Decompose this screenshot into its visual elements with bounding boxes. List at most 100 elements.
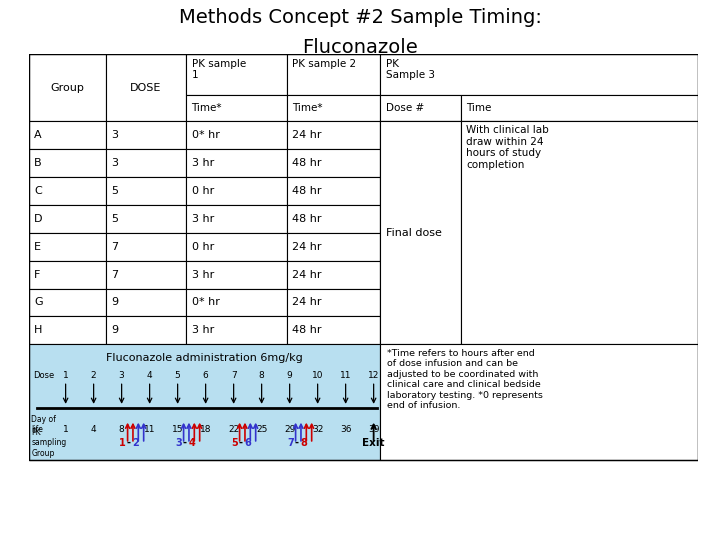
Text: PK sample 2: PK sample 2 <box>292 59 356 69</box>
Text: 24 hr: 24 hr <box>292 242 321 252</box>
Text: 3: 3 <box>111 158 118 168</box>
Bar <box>106 149 186 177</box>
Text: 5: 5 <box>111 214 118 224</box>
Text: 7: 7 <box>287 438 294 448</box>
Text: 8: 8 <box>300 438 307 448</box>
Bar <box>29 316 106 345</box>
Text: Time: Time <box>466 103 492 113</box>
Bar <box>287 95 380 122</box>
Text: With clinical lab
draw within 24
hours of study
completion: With clinical lab draw within 24 hours o… <box>466 125 549 170</box>
Text: Final dose: Final dose <box>386 228 441 238</box>
Bar <box>380 316 461 345</box>
Bar <box>106 54 186 122</box>
Bar <box>461 122 698 345</box>
Text: PK
Sample 3: PK Sample 3 <box>386 59 435 80</box>
Text: D: D <box>34 214 42 224</box>
Bar <box>186 54 287 95</box>
Text: -: - <box>295 438 299 448</box>
Bar <box>287 288 380 316</box>
Bar <box>106 205 186 233</box>
Text: B: B <box>34 158 42 168</box>
Text: 11: 11 <box>340 371 351 380</box>
Bar <box>29 233 106 261</box>
Text: Time*: Time* <box>192 103 222 113</box>
Bar <box>287 261 380 288</box>
Text: Time*: Time* <box>292 103 323 113</box>
Text: Dose: Dose <box>34 371 55 380</box>
Text: 5: 5 <box>231 438 238 448</box>
Bar <box>106 177 186 205</box>
Bar <box>186 149 287 177</box>
Bar <box>186 205 287 233</box>
Text: 3 hr: 3 hr <box>192 158 214 168</box>
Text: H: H <box>34 325 42 335</box>
Text: 39: 39 <box>368 425 379 434</box>
Bar <box>29 288 106 316</box>
Text: E: E <box>34 242 41 252</box>
Bar <box>29 177 106 205</box>
Text: -: - <box>239 438 243 448</box>
Bar <box>287 149 380 177</box>
Bar <box>106 122 186 149</box>
Text: 48 hr: 48 hr <box>292 214 321 224</box>
Bar <box>29 261 106 288</box>
Bar <box>186 233 287 261</box>
Text: 4: 4 <box>91 425 96 434</box>
Bar <box>380 205 461 233</box>
Bar <box>380 345 698 460</box>
Bar <box>461 316 698 345</box>
Text: F: F <box>34 269 40 280</box>
Bar <box>186 316 287 345</box>
Bar <box>461 261 698 288</box>
Text: 9: 9 <box>111 325 118 335</box>
Bar <box>461 233 698 261</box>
Text: 15: 15 <box>172 425 184 434</box>
Text: *Time refers to hours after end
of dose infusion and can be
adjusted to be coord: *Time refers to hours after end of dose … <box>387 349 543 410</box>
Bar <box>380 288 461 316</box>
Text: 5: 5 <box>175 371 181 380</box>
Bar <box>461 288 698 316</box>
Text: 7: 7 <box>111 269 118 280</box>
Text: 1: 1 <box>63 425 68 434</box>
Text: Methods Concept #2 Sample Timing:: Methods Concept #2 Sample Timing: <box>179 8 541 27</box>
Text: 6: 6 <box>244 438 251 448</box>
Text: 8: 8 <box>119 425 125 434</box>
Bar <box>186 122 287 149</box>
Bar <box>380 54 698 95</box>
Bar <box>380 261 461 288</box>
Text: 4: 4 <box>147 371 153 380</box>
Text: A: A <box>34 130 42 140</box>
Bar <box>186 261 287 288</box>
Text: 9: 9 <box>287 371 292 380</box>
Text: 3 hr: 3 hr <box>192 325 214 335</box>
Text: 3: 3 <box>175 438 181 448</box>
Text: 25: 25 <box>256 425 267 434</box>
Text: 10: 10 <box>312 371 323 380</box>
Text: 3 hr: 3 hr <box>192 214 214 224</box>
Text: 3 hr: 3 hr <box>192 269 214 280</box>
Bar <box>186 177 287 205</box>
Text: 11: 11 <box>144 425 156 434</box>
Text: 2: 2 <box>91 371 96 380</box>
Text: 0* hr: 0* hr <box>192 130 220 140</box>
Bar <box>380 149 461 177</box>
Text: Dose #: Dose # <box>386 103 424 113</box>
Text: 36: 36 <box>340 425 351 434</box>
Bar <box>380 233 461 261</box>
Text: 0* hr: 0* hr <box>192 298 220 307</box>
Bar <box>186 288 287 316</box>
Text: Fluconazole: Fluconazole <box>302 38 418 57</box>
Text: 2: 2 <box>132 438 139 448</box>
Bar <box>29 54 106 122</box>
Text: 24 hr: 24 hr <box>292 298 321 307</box>
Bar <box>287 122 380 149</box>
Text: 1: 1 <box>63 371 68 380</box>
Bar <box>287 316 380 345</box>
Text: 3: 3 <box>111 130 118 140</box>
Bar <box>29 345 380 460</box>
Text: 5: 5 <box>111 186 118 196</box>
Text: Fluconazole administration 6mg/kg: Fluconazole administration 6mg/kg <box>106 353 303 363</box>
Bar <box>29 205 106 233</box>
Text: C: C <box>34 186 42 196</box>
Text: G: G <box>34 298 42 307</box>
